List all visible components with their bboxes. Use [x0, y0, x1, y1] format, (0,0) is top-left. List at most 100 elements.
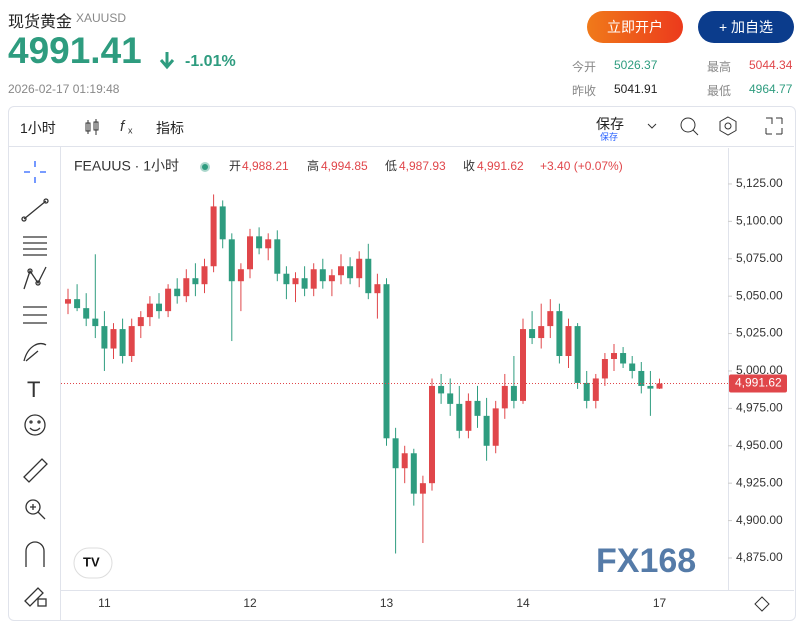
candle-body — [510, 385, 517, 401]
y-tick-label: 5,100.00 — [736, 214, 783, 228]
drawing-tools: T — [21, 161, 49, 607]
save-button[interactable]: 保存 — [596, 116, 624, 132]
settings-icon — [754, 596, 770, 612]
candle-body — [319, 269, 326, 282]
down-arrow — [159, 52, 175, 70]
tv-logo-mark: TV — [83, 554, 100, 569]
candle-body — [501, 385, 508, 409]
candle-body — [101, 326, 108, 349]
candle-body — [529, 329, 536, 339]
watermark: FX168 — [596, 542, 696, 580]
candle-body — [638, 370, 645, 386]
stat-label: 昨收 — [572, 84, 597, 98]
candle-body — [338, 266, 344, 276]
symbol: XAUUSD — [76, 11, 127, 25]
candle-body — [629, 363, 636, 371]
candle-body — [128, 326, 135, 357]
stat-value: 5044.34 — [749, 58, 793, 72]
legend-label: 高 — [307, 158, 319, 173]
candle-body — [165, 288, 172, 312]
legend-label: 收 — [463, 159, 475, 173]
candle-body — [583, 382, 590, 401]
candle-body — [174, 288, 181, 297]
y-tick-label: 5,075.00 — [736, 251, 783, 265]
candle-body — [74, 299, 81, 309]
candle-body — [538, 326, 545, 339]
divider — [8, 146, 794, 147]
candle-body — [520, 329, 526, 401]
candle-body — [347, 266, 354, 279]
status-dot — [202, 164, 208, 170]
stat-value: 5041.91 — [614, 82, 658, 96]
candle-body — [456, 403, 463, 431]
candle-body — [565, 326, 572, 357]
legend-label: 开 — [229, 159, 241, 173]
candle-body — [410, 453, 417, 494]
x-tick-label: 14 — [516, 596, 530, 610]
candle-body — [611, 353, 617, 360]
y-tick-label: 4,950.00 — [736, 438, 783, 452]
candle-body — [556, 311, 563, 357]
candle-body — [383, 284, 390, 439]
candle-body — [183, 278, 190, 297]
candle-body — [228, 239, 235, 282]
legend-change: +3.40 (+0.07%) — [540, 159, 623, 173]
add-watch-button[interactable]: + 加自选 — [698, 11, 794, 43]
candle-body — [301, 278, 308, 289]
candle-body — [574, 326, 581, 383]
legend-label: 低 — [385, 159, 397, 173]
x-tick-label: 17 — [653, 596, 667, 610]
candle-body — [401, 453, 408, 469]
svg-text:T: T — [27, 377, 40, 402]
candle-body — [365, 258, 372, 294]
y-tick-label: 5,000.00 — [736, 363, 783, 377]
svg-text:f: f — [120, 118, 126, 135]
y-tick-label: 4,975.00 — [736, 401, 783, 415]
legend-value: 4,987.93 — [399, 159, 446, 173]
x-tick-label: 13 — [380, 596, 394, 610]
y-tick-label: 5,125.00 — [736, 176, 783, 190]
candle-body — [547, 311, 554, 327]
candle-body — [156, 303, 162, 312]
y-axis-line — [728, 148, 729, 590]
candle-body — [592, 378, 599, 401]
candle-body — [647, 385, 654, 389]
last-price-tag — [729, 374, 787, 393]
open-account-button[interactable]: 立即开户 — [587, 11, 683, 43]
legend-value: 4,991.62 — [477, 159, 524, 173]
candle-body — [274, 239, 281, 274]
candle-body — [237, 269, 244, 282]
candle-body — [465, 400, 472, 431]
interval-button[interactable]: 1小时 — [20, 120, 56, 136]
candle-body — [146, 303, 153, 318]
candle-body — [356, 258, 363, 279]
candle-body — [110, 329, 117, 349]
svg-text:x: x — [128, 125, 133, 135]
title: 现货黄金 — [8, 14, 73, 31]
y-tick-label: 4,900.00 — [736, 513, 783, 527]
legend: 开 4,988.21 高 4,994.85 低 4,987.93 收 4,991… — [229, 158, 623, 173]
candle-body — [392, 438, 399, 469]
divider — [60, 146, 61, 620]
candle-body — [492, 408, 499, 446]
candle-body — [374, 284, 381, 294]
candle-body — [292, 278, 299, 285]
tv-logo — [73, 547, 113, 579]
candle-body — [247, 236, 253, 270]
candle-body — [92, 318, 99, 327]
price: 4991.41 — [8, 30, 142, 71]
stat-label: 今开 — [572, 60, 597, 74]
candle-body — [483, 415, 490, 446]
y-tick-label: 4,875.00 — [736, 550, 783, 564]
candle-body — [601, 359, 608, 379]
candle-body — [438, 385, 445, 394]
candle-body — [474, 400, 481, 416]
candle-body — [192, 278, 199, 285]
save-sub: 保存 — [600, 132, 619, 142]
candle-body — [447, 393, 454, 404]
y-tick-label: 5,050.00 — [736, 288, 783, 302]
indicators-button[interactable]: 指标 — [156, 120, 184, 136]
